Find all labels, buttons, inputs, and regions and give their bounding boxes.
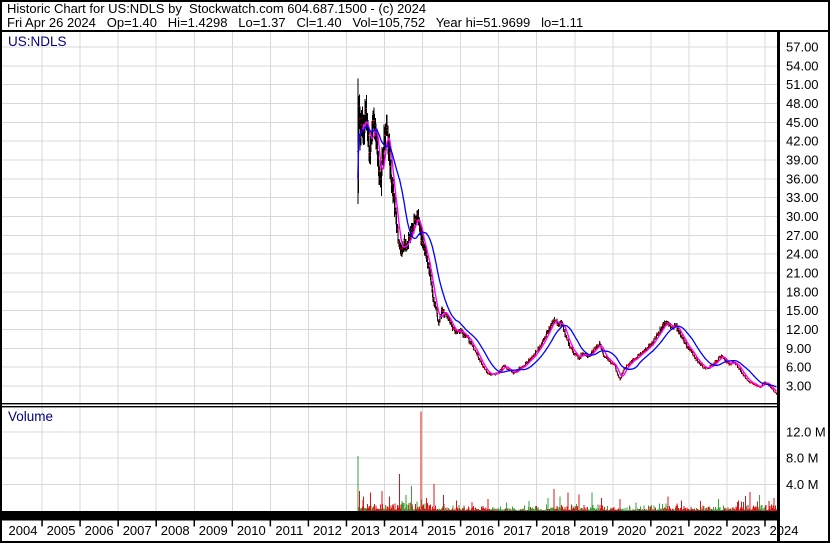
- year-label: 2020: [617, 523, 646, 538]
- year-label: 2021: [655, 523, 684, 538]
- year-label: 2009: [199, 523, 228, 538]
- price-tick-label: 39.00: [786, 152, 819, 167]
- chart-title-line: Historic Chart for US:NDLS by Stockwatch…: [7, 2, 427, 16]
- year-label: 2024: [770, 523, 799, 538]
- price-tick-label: 51.00: [786, 77, 819, 92]
- year-label: 2017: [503, 523, 532, 538]
- year-label: 2022: [693, 523, 722, 538]
- gridlines: [2, 32, 777, 511]
- year-label: 2005: [47, 523, 76, 538]
- year-label: 2018: [541, 523, 570, 538]
- price-tick-label: 6.00: [786, 360, 811, 375]
- volume-tick-label: 12.0 M: [786, 424, 826, 439]
- price-pane-symbol-label: US:NDLS: [8, 34, 67, 49]
- year-tick: [574, 520, 576, 527]
- year-tick: [269, 520, 272, 527]
- year-label: 2004: [9, 523, 38, 538]
- year-tick: [345, 520, 348, 527]
- year-tick: [764, 520, 766, 527]
- year-tick: [155, 520, 157, 527]
- ohlc-bars: [357, 78, 777, 395]
- volume-pane-label: Volume: [8, 409, 53, 424]
- price-tick-label: 18.00: [786, 284, 819, 299]
- year-tick: [79, 520, 81, 527]
- year-label: 2012: [313, 523, 342, 538]
- price-tick-label: 3.00: [786, 378, 811, 393]
- volume-axis-labels: 12.0 M 8.0 M 4.0 M: [786, 424, 826, 492]
- year-label: 2008: [161, 523, 190, 538]
- year-tick: [307, 520, 310, 527]
- bottom-axis-bar: [2, 511, 777, 521]
- volume-tick-label: 4.0 M: [786, 477, 819, 492]
- year-label: 2013: [351, 523, 380, 538]
- year-label: 2023: [731, 523, 760, 538]
- price-tick-label: 9.00: [786, 341, 811, 356]
- price-tick-label: 36.00: [786, 171, 819, 186]
- price-tick-label: 33.00: [786, 190, 819, 205]
- price-axis-labels: 57.00 54.00 51.00 48.00 45.00 42.00 39.00 36.00…: [786, 39, 819, 393]
- chart-header: Historic Chart for US:NDLS by Stockwatch…: [2, 2, 828, 32]
- year-label: 2011: [275, 523, 303, 538]
- ma-slow-line: [357, 125, 777, 388]
- year-label: 2019: [579, 523, 608, 538]
- year-tick: [688, 520, 690, 527]
- chart-body: 57.00 54.00 51.00 48.00 45.00 42.00 39.00 36.00…: [2, 32, 828, 541]
- open-close-ticks: [356, 105, 778, 396]
- volume-tick-label: 8.0 M: [786, 451, 819, 466]
- year-label: 2014: [389, 523, 418, 538]
- price-tick-label: 48.00: [786, 96, 819, 111]
- price-tick-label: 42.00: [786, 134, 819, 149]
- year-tick: [421, 520, 424, 527]
- price-tick-label: 24.00: [786, 247, 819, 262]
- year-tick: [41, 520, 43, 527]
- year-tick: [231, 520, 234, 527]
- year-axis-labels: 2004 2005 2006 2007 2008 2009 2010 2011 2012 2013…: [9, 523, 799, 538]
- volume-bars-up: [357, 456, 766, 511]
- price-tick-label: 21.00: [786, 265, 819, 280]
- price-tick-label: 54.00: [786, 58, 819, 73]
- year-label: 2007: [123, 523, 152, 538]
- volume-bars-down: [358, 411, 777, 511]
- price-tick-label: 57.00: [786, 39, 819, 54]
- price-tick-label: 27.00: [786, 228, 819, 243]
- ma-fast-line: [357, 121, 777, 392]
- price-tick-label: 45.00: [786, 115, 819, 130]
- price-tick-label: 12.00: [786, 322, 819, 337]
- year-tick: [650, 520, 652, 527]
- price-tick-label: 30.00: [786, 209, 819, 224]
- year-tick: [459, 520, 462, 527]
- axis-divider: [777, 32, 780, 541]
- quote-summary-line: Fri Apr 26 2024 Op=1.40 Hi=1.4298 Lo=1.3…: [7, 15, 584, 30]
- year-tick: [383, 520, 386, 527]
- pane-separator-bottom: [2, 406, 777, 408]
- historic-chart-svg: 57.00 54.00 51.00 48.00 45.00 42.00 39.00 36.00…: [2, 32, 826, 541]
- year-tick: [726, 520, 728, 527]
- year-label: 2015: [427, 523, 456, 538]
- year-tick: [612, 520, 614, 527]
- year-label: 2010: [237, 523, 266, 538]
- year-tick: [535, 520, 538, 527]
- year-tick: [193, 520, 195, 527]
- year-tick: [497, 520, 500, 527]
- year-label: 2016: [465, 523, 494, 538]
- year-tick: [117, 520, 119, 527]
- price-tick-label: 15.00: [786, 303, 819, 318]
- pane-separator-top: [2, 403, 777, 405]
- year-label: 2006: [85, 523, 114, 538]
